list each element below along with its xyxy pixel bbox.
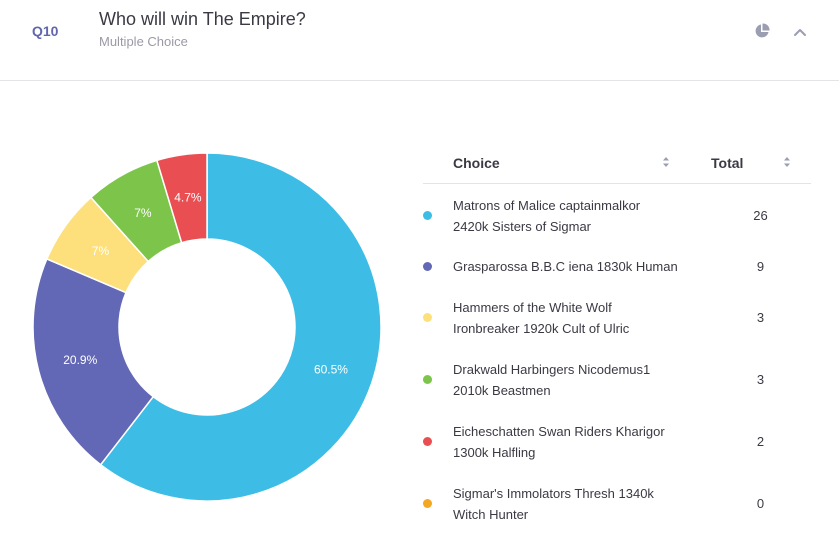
choice-total: 26 [753,208,768,223]
results-table: Choice Total Matrons of Malice captainma… [423,142,811,522]
donut-chart: 60.5% 20.9% 7% 7% 4.7% [20,150,395,525]
choice-line-1: Drakwald Harbingers Nicodemus1 [453,362,651,377]
legend-dot [423,313,432,322]
choice-line-1: Matrons of Malice captainmalkor [453,198,641,213]
choice-label: Hammers of the White Wolf Ironbreaker 19… [453,297,698,339]
column-header-total[interactable]: Total [711,155,744,171]
choice-total: 0 [756,496,765,511]
choice-line-2: 1300k Halfling [453,445,536,460]
slice-label: 7% [134,206,152,220]
choice-label: Grasparossa B.B.C iena 1830k Human [453,256,698,277]
choice-line-1: Grasparossa B.B.C iena 1830k Human [453,259,678,274]
legend-dot [423,262,432,271]
choice-total: 9 [756,259,765,274]
slice-label: 20.9% [63,353,97,367]
legend-dot [423,499,432,508]
donut-chart-svg: 60.5% 20.9% 7% 7% 4.7% [32,152,382,502]
choice-label: Matrons of Malice captainmalkor 2420k Si… [453,195,698,237]
question-type: Multiple Choice [99,34,188,49]
choice-label: Eicheschatten Swan Riders Kharigor 1300k… [453,421,698,463]
choice-line-2: Ironbreaker 1920k Cult of Ulric [453,321,630,336]
donut-slice[interactable] [155,152,208,244]
donut-slice[interactable] [99,152,382,502]
legend-dot [423,375,432,384]
slice-label: 60.5% [314,362,348,376]
choice-line-2: 2420k Sisters of Sigmar [453,219,592,234]
choice-label: Drakwald Harbingers Nicodemus1 2010k Bea… [453,359,698,401]
legend-dot [423,437,432,446]
choice-label: Sigmar's Immolators Thresh 1340k Witch H… [453,483,698,525]
table-header: Choice Total [423,142,811,184]
question-title: Who will win The Empire? [99,9,306,29]
slice-label: 4.7% [174,190,202,204]
sort-choice-icon[interactable] [662,156,670,168]
choice-line-2: Witch Hunter [453,507,529,522]
pie-chart-icon[interactable] [754,23,770,39]
choice-line-1: Eicheschatten Swan Riders Kharigor [453,424,665,439]
legend-dot [423,211,432,220]
choice-total: 2 [756,434,765,449]
choice-total: 3 [756,372,765,387]
sort-total-icon[interactable] [783,156,791,168]
choice-line-1: Sigmar's Immolators Thresh 1340k [453,486,654,501]
slice-label: 7% [92,244,110,258]
donut-slice[interactable] [32,257,155,466]
choice-total: 3 [756,310,765,325]
choice-line-1: Hammers of the White Wolf [453,300,612,315]
question-number: Q10 [32,23,59,39]
column-header-choice[interactable]: Choice [453,155,500,171]
choice-line-2: 2010k Beastmen [453,383,551,398]
question-header: Q10 Who will win The Empire? Multiple Ch… [0,0,839,81]
chevron-up-icon[interactable] [792,24,808,40]
